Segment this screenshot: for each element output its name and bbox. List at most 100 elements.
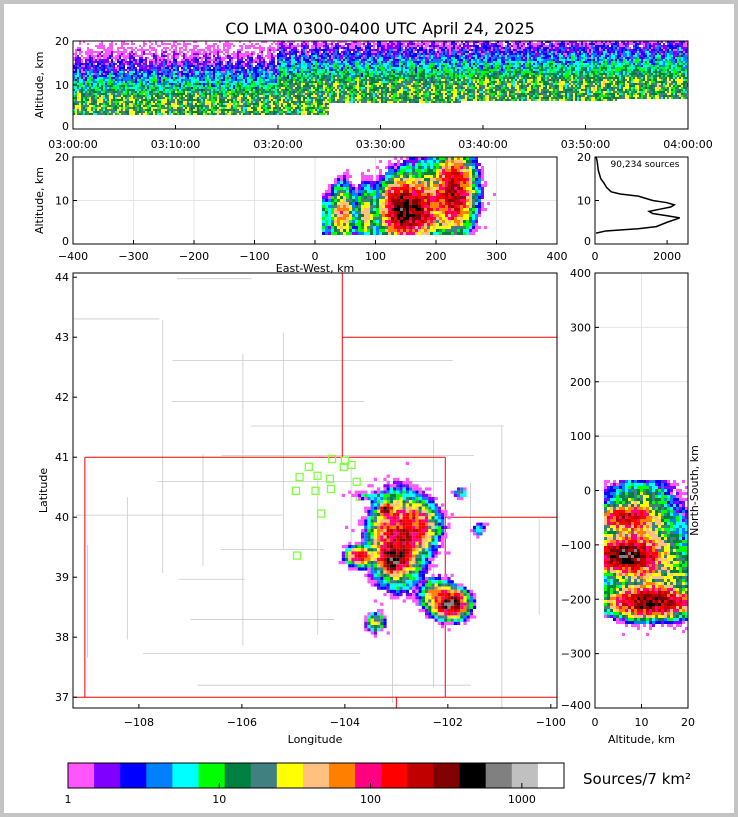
density-bin [355,73,357,75]
density-bin [177,75,179,77]
density-bin [211,65,213,67]
density-bin [141,47,143,49]
density-bin [337,49,339,51]
density-bin [175,109,177,111]
density-bin [169,105,171,107]
density-bin [119,109,121,111]
density-bin [79,105,81,107]
density-bin [347,73,349,75]
density-bin [89,75,91,77]
density-bin [89,109,91,111]
density-bin [291,45,293,47]
density-bin [123,59,125,61]
density-bin [157,111,159,113]
density-bin [115,77,117,79]
density-bin [331,43,333,45]
density-bin [301,109,303,111]
density-bin [297,55,299,57]
density-bin [295,107,297,109]
density-bin [351,45,353,47]
density-bin [115,97,117,99]
density-bin [337,85,339,87]
density-bin [85,69,87,71]
density-bin [369,97,371,99]
density-bin [127,93,129,95]
density-bin [123,111,125,113]
density-bin [237,63,239,65]
density-bin [251,69,253,71]
density-bin [77,83,79,85]
density-bin [293,107,295,109]
density-bin [263,73,265,75]
density-bin [215,73,217,75]
density-bin [339,63,341,65]
density-bin [281,101,283,103]
density-bin [357,69,359,71]
density-bin [261,69,263,71]
density-bin [95,55,97,57]
density-bin [129,67,131,69]
density-bin [265,65,267,67]
density-bin [129,103,131,105]
density-bin [153,69,155,71]
density-bin [275,91,277,93]
density-bin [209,83,211,85]
density-bin [103,111,105,113]
density-bin [181,101,183,103]
density-bin [267,113,269,115]
density-bin [175,73,177,75]
density-bin [277,85,279,87]
density-bin [271,59,273,61]
density-bin [255,85,257,87]
density-bin [241,75,243,77]
density-bin [183,45,185,47]
density-bin [193,97,195,99]
density-bin [295,87,297,89]
density-bin [283,69,285,71]
density-bin [325,105,327,107]
density-bin [177,77,179,79]
density-bin [109,99,111,101]
density-bin [283,99,285,101]
density-bin [171,79,173,81]
density-bin [185,81,187,83]
density-bin [241,53,243,55]
density-bin [215,43,217,45]
density-bin [349,55,351,57]
density-bin [99,111,101,113]
density-bin [139,75,141,77]
density-bin [347,51,349,53]
density-bin [173,101,175,103]
density-bin [101,101,103,103]
density-bin [211,99,213,101]
density-bin [363,81,365,83]
density-bin [213,101,215,103]
density-bin [97,63,99,65]
density-bin [213,91,215,93]
density-bin [133,101,135,103]
density-bin [87,91,89,93]
density-bin [137,107,139,109]
density-bin [205,57,207,59]
density-bin [207,111,209,113]
density-bin [153,49,155,51]
density-bin [355,85,357,87]
density-bin [125,49,127,51]
density-bin [237,101,239,103]
density-bin [145,109,147,111]
density-bin [279,113,281,115]
density-bin [353,79,355,81]
density-bin [267,93,269,95]
density-bin [125,77,127,79]
density-bin [179,63,181,65]
density-bin [169,91,171,93]
density-bin [295,73,297,75]
density-bin [135,103,137,105]
density-bin [239,41,241,43]
density-bin [111,63,113,65]
density-bin [149,99,151,101]
density-bin [315,81,317,83]
density-bin [329,79,331,81]
density-bin [351,59,353,61]
density-bin [241,95,243,97]
